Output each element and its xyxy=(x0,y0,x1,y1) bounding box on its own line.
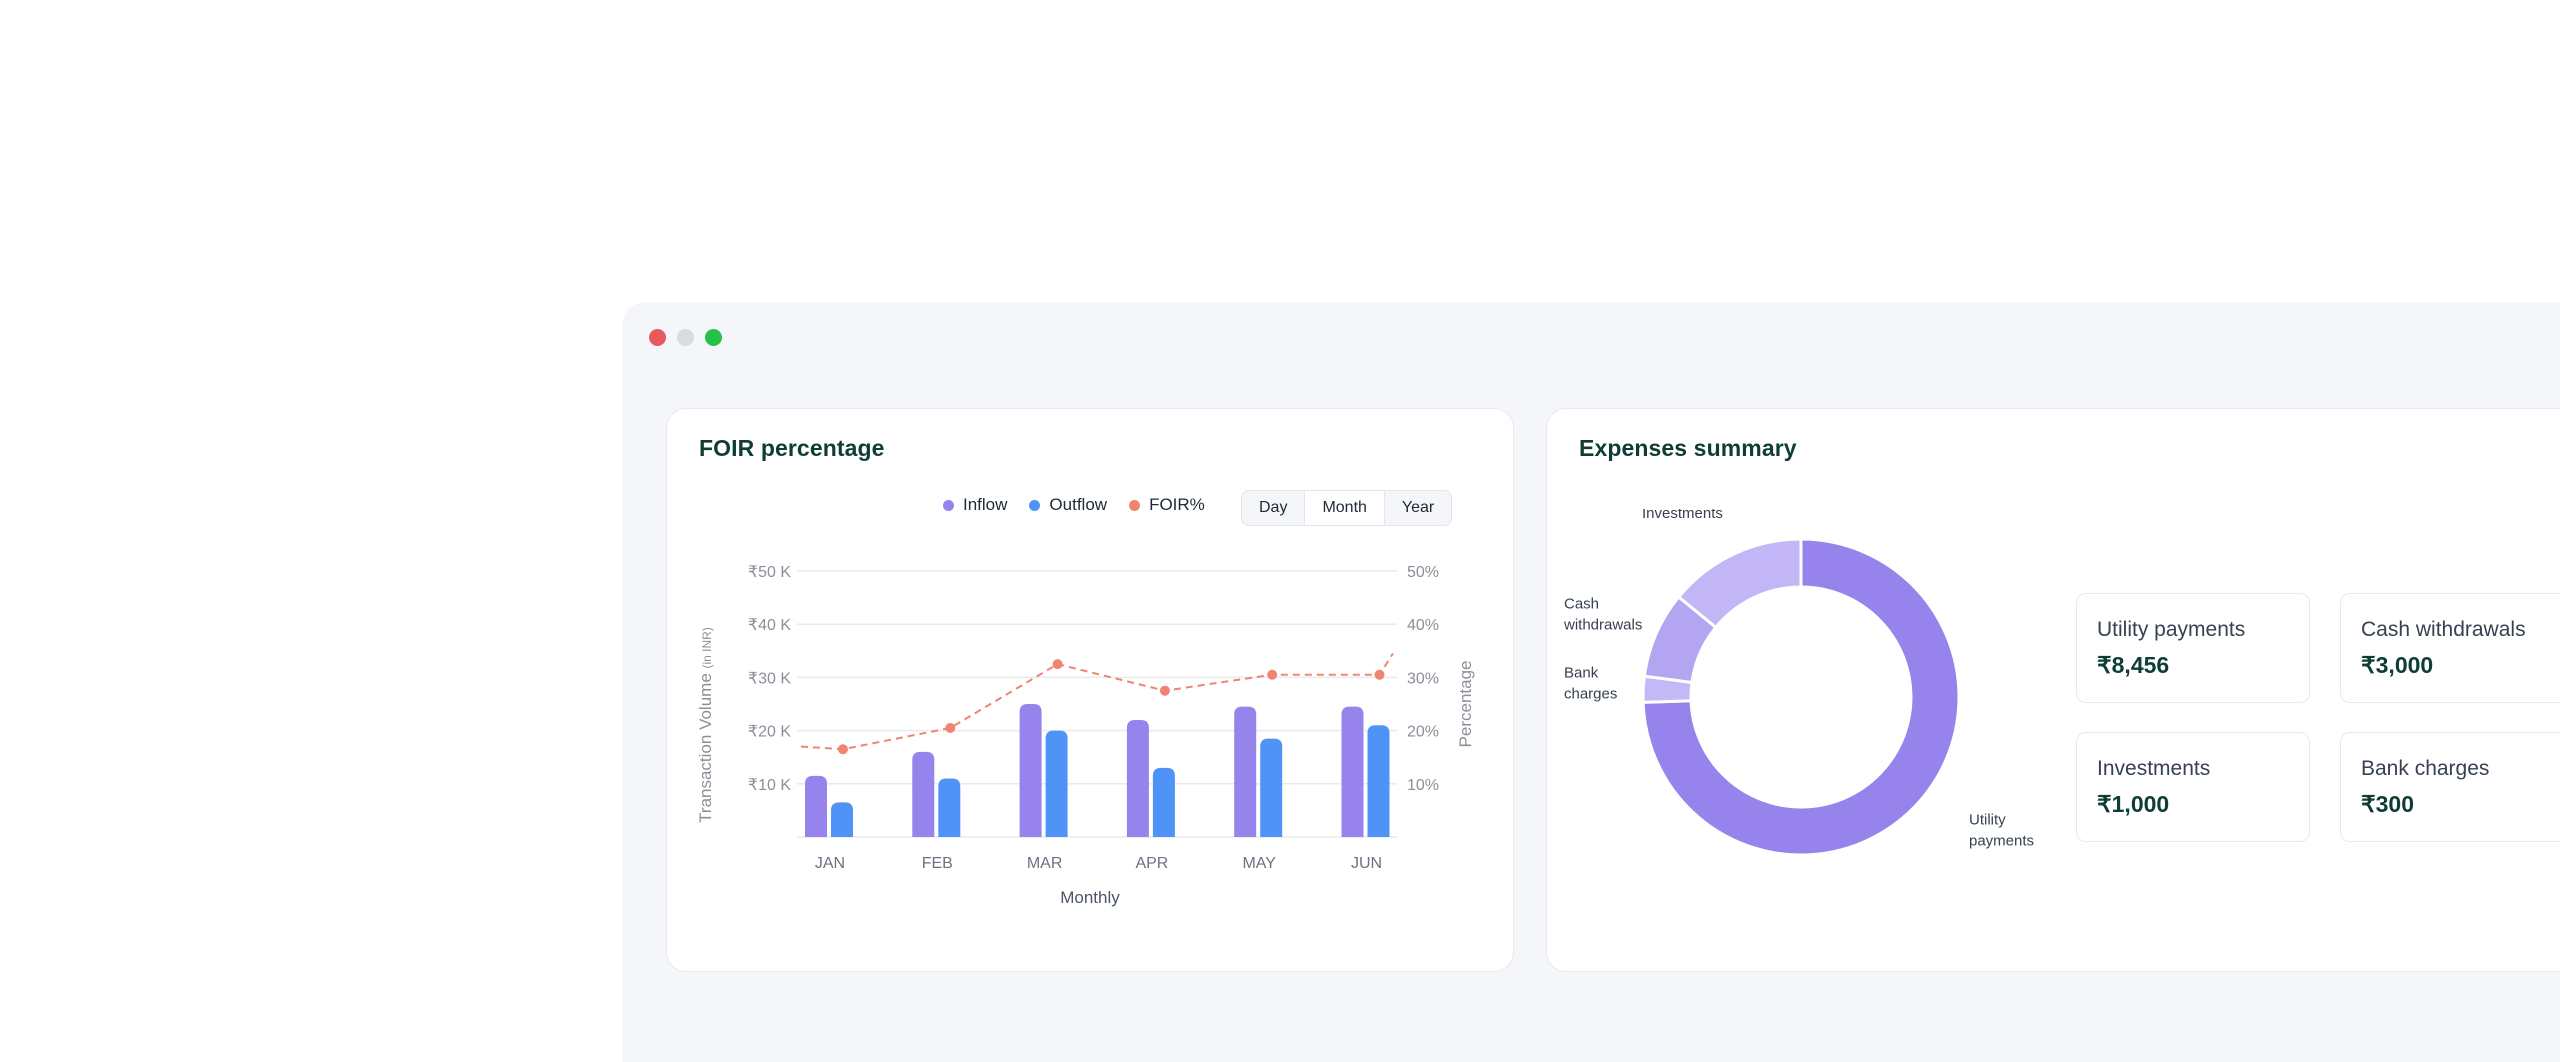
legend-item-inflow: Inflow xyxy=(943,495,1007,515)
close-window-button[interactable] xyxy=(649,329,666,346)
stat-label-bank: Bank charges xyxy=(2361,757,2490,780)
chart-legend: Inflow Outflow FOIR% xyxy=(943,495,1205,515)
foir-point xyxy=(945,722,956,733)
donut-slice xyxy=(1676,537,1803,630)
y-left-tick-label: ₹10 K xyxy=(748,777,791,794)
bar-inflow xyxy=(1126,719,1149,837)
range-month-button[interactable]: Month xyxy=(1305,491,1385,525)
legend-label-inflow: Inflow xyxy=(963,495,1008,514)
bar-outflow xyxy=(1260,738,1283,837)
foir-point xyxy=(1374,669,1385,680)
y-left-axis-unit: (in INR) xyxy=(700,627,714,668)
foir-chart: ₹50 K ₹40 K ₹30 K ₹20 K ₹10 K 50% 40% 30% 20% 10%… xyxy=(696,564,1475,907)
expenses-title: Expenses summary xyxy=(1579,435,1797,461)
minimize-window-button[interactable] xyxy=(677,329,694,346)
range-toggle: Day Month Year xyxy=(1241,490,1453,526)
y-left-tick-label: ₹50 K xyxy=(748,564,791,581)
donut-slice-label: Cash withdrawals xyxy=(1563,595,1642,633)
y-right-tick-label: 10% xyxy=(1407,777,1439,794)
foir-point xyxy=(1159,685,1170,696)
stat-card-utility[interactable]: Utility payments ₹8,456 xyxy=(2076,593,2310,703)
x-tick-label: MAY xyxy=(1242,855,1276,872)
stat-label-investments: Investments xyxy=(2097,757,2211,780)
bar-outflow xyxy=(938,778,961,837)
foir-title: FOIR percentage xyxy=(699,435,885,461)
bar-inflow xyxy=(805,775,827,837)
stat-card-investments[interactable]: Investments ₹1,000 xyxy=(2076,732,2310,842)
donut-slice-label-line: Utility xyxy=(1969,812,2006,829)
y-left-tick-label: ₹30 K xyxy=(748,670,791,687)
donut-slice-label: Bank charges xyxy=(1564,664,1617,702)
x-tick-label: APR xyxy=(1135,855,1168,872)
legend-marker-inflow xyxy=(943,499,954,511)
y-left-tick-label: ₹40 K xyxy=(748,617,791,634)
donut-slice-label-line: Cash xyxy=(1564,595,1599,612)
legend-marker-foir xyxy=(1129,499,1141,511)
donut-slice-label-line: payments xyxy=(1969,833,2034,850)
legend-label-foir: FOIR% xyxy=(1149,495,1205,514)
donut-slice-label-line: Investments xyxy=(1642,509,1723,522)
legend-item-foir: FOIR% xyxy=(1129,495,1205,515)
donut-slice xyxy=(1641,537,1961,857)
foir-point xyxy=(1267,669,1278,680)
legend-marker-outflow xyxy=(1029,499,1041,511)
bar-outflow xyxy=(1152,767,1175,837)
legend-item-outflow: Outflow xyxy=(1029,495,1107,515)
x-tick-label: JAN xyxy=(815,855,845,872)
y-right-tick-label: 30% xyxy=(1407,670,1439,687)
stat-card-bank[interactable]: Bank charges ₹300 xyxy=(2340,732,2560,842)
bar-outflow xyxy=(1045,730,1068,837)
app-window: FOIR percentage Inflow Outflow FOIR% Day… xyxy=(622,302,2560,1062)
donut-slice-label-line: charges xyxy=(1564,685,1617,702)
foir-point xyxy=(1052,659,1063,670)
maximize-window-button[interactable] xyxy=(705,329,722,346)
donut-slice-label-line: Bank xyxy=(1564,664,1599,681)
foir-line xyxy=(800,652,1394,751)
bar-inflow xyxy=(1019,704,1042,837)
y-left-axis-title: Transaction Volume (in INR) xyxy=(696,627,715,823)
donut-slice-label: Investments xyxy=(1642,509,1723,522)
stat-label-utility: Utility payments xyxy=(2097,618,2246,641)
x-tick-label: MAR xyxy=(1027,855,1063,872)
bar-outflow xyxy=(831,802,853,837)
range-day-button[interactable]: Day xyxy=(1242,491,1306,525)
y-left-axis-title-text: Transaction Volume xyxy=(696,669,715,823)
bar-inflow xyxy=(1341,706,1364,837)
y-right-tick-label: 50% xyxy=(1407,564,1439,581)
donut-slice-label: Utility payments xyxy=(1969,812,2034,850)
legend-label-outflow: Outflow xyxy=(1049,495,1108,514)
x-axis-title: Monthly xyxy=(1060,888,1120,907)
stat-value-investments: ₹1,000 xyxy=(2097,791,2170,817)
foir-point xyxy=(838,744,848,755)
stat-value-cash: ₹3,000 xyxy=(2361,652,2434,678)
expenses-card: Expenses summary Utility payments Bank char… xyxy=(1546,408,2560,972)
expenses-donut-chart: Utility payments Bank charges Cash withdrawal… xyxy=(1563,509,2034,857)
stat-value-bank: ₹300 xyxy=(2361,791,2415,817)
window-titlebar xyxy=(622,302,2560,374)
range-year-button[interactable]: Year xyxy=(1401,499,1435,516)
x-tick-label: JUN xyxy=(1351,855,1382,872)
stat-value-utility: ₹8,456 xyxy=(2097,652,2170,678)
bar-inflow xyxy=(912,751,935,837)
stat-label-cash: Cash withdrawals xyxy=(2361,618,2526,641)
y-right-axis-title: Percentage xyxy=(1456,661,1475,748)
bar-outflow xyxy=(1367,725,1390,837)
bar-inflow xyxy=(1234,706,1257,837)
y-right-tick-label: 20% xyxy=(1407,724,1439,741)
x-tick-label: FEB xyxy=(922,855,953,872)
y-right-tick-label: 40% xyxy=(1407,617,1439,634)
y-left-tick-label: ₹20 K xyxy=(748,724,791,741)
donut-slice-label-line: withdrawals xyxy=(1563,616,1642,633)
foir-card: FOIR percentage Inflow Outflow FOIR% Day… xyxy=(666,408,1514,972)
stat-card-cash[interactable]: Cash withdrawals ₹3,000 xyxy=(2340,593,2560,703)
